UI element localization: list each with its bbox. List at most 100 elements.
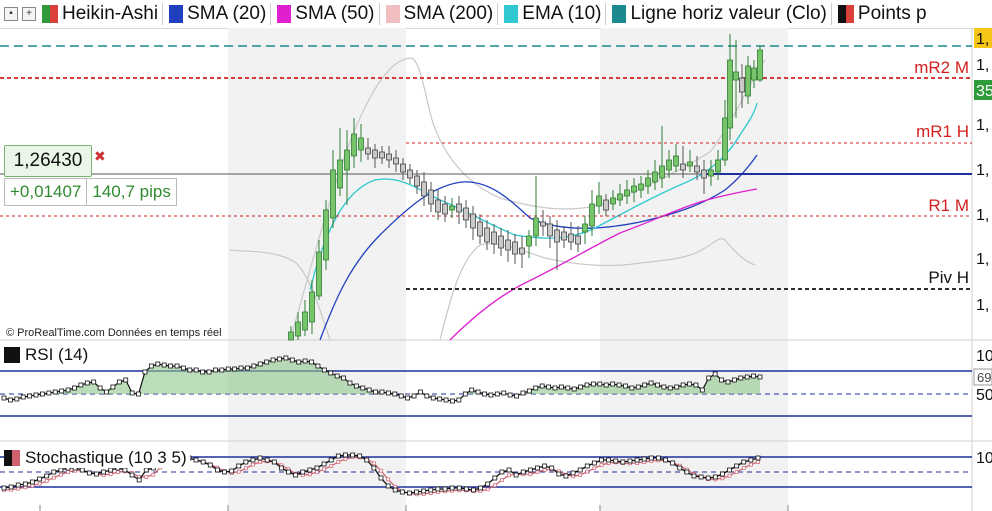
stoch-d-marker <box>44 479 49 483</box>
rsi-marker <box>59 388 65 394</box>
rsi-marker <box>623 383 628 389</box>
stoch-k-marker <box>591 460 597 466</box>
rsi-marker <box>437 396 443 402</box>
candle-body <box>687 161 693 167</box>
rsi-marker <box>52 389 58 395</box>
rsi-marker <box>1 395 7 401</box>
rsi-marker <box>46 390 52 396</box>
stoch-k-marker <box>663 457 668 463</box>
stoch-k-marker <box>421 488 427 494</box>
candle-body <box>358 137 364 151</box>
rsi-marker <box>456 397 462 403</box>
rsi-marker <box>315 363 321 369</box>
rsi-marker <box>533 385 539 391</box>
sma200-swatch-icon <box>385 5 400 23</box>
rsi-marker <box>462 391 468 397</box>
stoch-k-marker <box>712 474 718 480</box>
stoch-k-marker <box>8 484 14 490</box>
candle-body <box>407 169 413 179</box>
sma20-line <box>319 154 758 341</box>
stoch-d-marker <box>308 472 312 477</box>
stoch-d-marker <box>59 472 63 477</box>
stoch-k-marker <box>684 469 690 475</box>
rsi-marker <box>8 397 13 403</box>
rsi-marker <box>565 385 571 391</box>
rsi-marker <box>757 374 763 380</box>
price-tick: 1, <box>976 57 989 74</box>
candle-body <box>526 235 532 247</box>
stoch-d-marker <box>386 477 390 482</box>
close-icon[interactable]: ✖ <box>94 148 106 164</box>
price-tick: 1, <box>976 207 989 224</box>
legend-pivot-points[interactable]: Points p <box>837 3 931 25</box>
expand-icon[interactable]: + <box>22 7 36 21</box>
sma50-line <box>449 188 758 341</box>
stoch-d-marker <box>144 475 149 479</box>
rsi-marker <box>270 357 276 363</box>
stoch-k-marker <box>51 469 57 475</box>
candle-body <box>288 331 294 341</box>
rsi-marker <box>584 382 590 388</box>
rsi-marker <box>78 382 84 388</box>
rsi-marker <box>289 357 295 363</box>
rsi-panel-title[interactable]: RSI (14) <box>4 345 92 365</box>
stoch-k-marker <box>734 463 740 469</box>
rsi-marker <box>725 379 731 385</box>
price-chart[interactable]: mR2 M mR1 H R1 M Piv H 1, 35 1, 1, 1, 1,… <box>0 28 992 511</box>
rsi-marker <box>719 377 724 383</box>
stoch-k-marker <box>392 487 398 493</box>
candle-body <box>435 199 441 213</box>
stoch-k-marker <box>79 467 85 473</box>
rsi-marker <box>116 379 122 385</box>
rsi-marker <box>187 367 193 373</box>
legend-sma20[interactable]: SMA (20) <box>169 3 272 25</box>
green-price-tag-text: 35 <box>976 83 992 100</box>
candle-body <box>666 159 672 171</box>
candle-body <box>295 321 301 337</box>
legend-ema10[interactable]: EMA (10) <box>504 3 607 25</box>
stoch-k-marker <box>499 469 505 475</box>
legend-sma200[interactable]: SMA (200) <box>385 3 499 25</box>
candle-body <box>603 199 609 211</box>
rsi-marker <box>129 390 135 396</box>
stoch-panel-title[interactable]: Stochastique (10 3 5) <box>4 448 190 468</box>
stoch-d-marker <box>315 470 319 474</box>
legend-label: SMA (50) <box>295 3 375 24</box>
candle-body <box>330 169 336 219</box>
stoch-k-marker <box>200 459 206 465</box>
candle-body <box>554 229 560 243</box>
candle-body <box>533 217 539 237</box>
stoch-k-marker <box>463 486 469 492</box>
rsi-marker <box>206 369 212 375</box>
stoch-d-marker <box>720 476 725 481</box>
candle-body <box>610 197 616 205</box>
stoch-k-marker <box>307 467 313 473</box>
candle-body <box>470 213 476 229</box>
horiz-line-swatch-icon <box>612 5 627 23</box>
legend-sma50[interactable]: SMA (50) <box>277 3 380 25</box>
stoch-k-marker <box>122 467 128 473</box>
stoch-k-marker <box>22 481 28 487</box>
stoch-k-marker <box>634 457 640 463</box>
stoch-d-marker <box>322 467 326 472</box>
rsi-marker <box>33 392 39 398</box>
candle-body <box>680 163 686 171</box>
rsi-marker <box>104 389 109 395</box>
indicator-legend-bar: ▪ + Heikin-Ashi SMA (20) SMA (50) SMA (2… <box>0 0 992 29</box>
rsi-marker <box>597 381 603 387</box>
heikin-ashi-swatch-icon <box>42 5 58 23</box>
session-band <box>600 28 788 511</box>
current-price-box[interactable]: 1,26430 <box>4 145 92 177</box>
stoch-k-marker <box>58 467 64 473</box>
rsi-marker <box>251 363 257 369</box>
stoch-d-marker <box>236 469 241 474</box>
stoch-d-marker <box>343 457 348 461</box>
stoch-k-marker <box>456 485 462 491</box>
rsi-marker <box>347 380 353 386</box>
ema10-swatch-icon <box>504 5 519 23</box>
legend-heikin-ashi[interactable]: Heikin-Ashi <box>42 3 164 25</box>
collapse-icon[interactable]: ▪ <box>4 7 18 21</box>
stoch-k-marker <box>193 457 199 463</box>
stoch-d-marker <box>16 486 21 491</box>
legend-horizontal-line[interactable]: Ligne horiz valeur (Clo) <box>612 3 832 25</box>
